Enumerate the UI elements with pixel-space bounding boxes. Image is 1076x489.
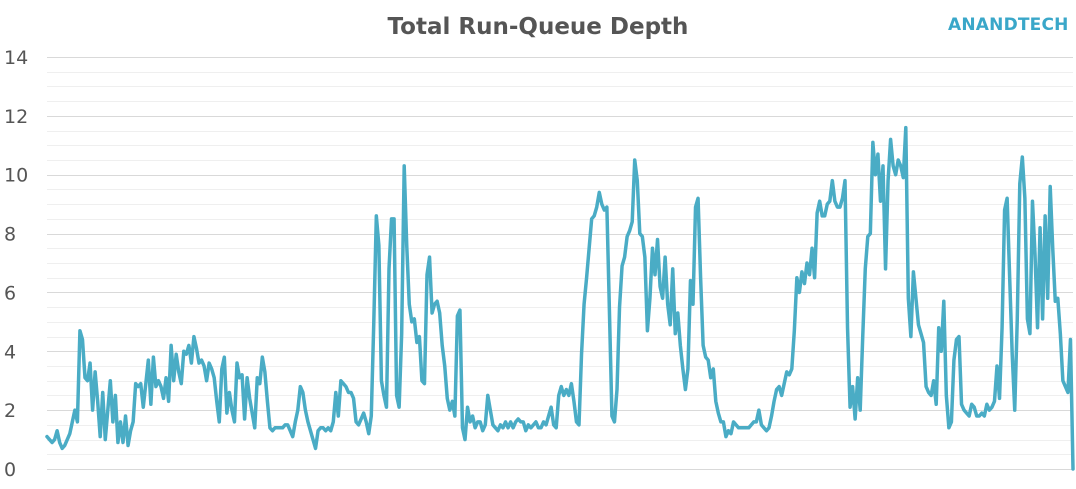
y-axis: 0 2 4 6 8 10 12 14 (4, 47, 28, 481)
series-line (45, 125, 1075, 471)
y-tick-label: 2 (4, 400, 16, 422)
y-tick-label: 8 (4, 224, 16, 246)
y-tick-label: 0 (4, 459, 16, 481)
y-tick-label: 12 (4, 106, 28, 128)
chart-title: Total Run-Queue Depth (388, 14, 689, 40)
y-tick-label: 4 (4, 341, 16, 363)
y-tick-label: 6 (4, 282, 16, 304)
y-tick-label: 10 (4, 165, 28, 187)
logo-text: ANANDTECH (948, 15, 1069, 35)
gridlines (47, 57, 1073, 470)
anandtech-logo: ANANDTECH (948, 15, 1069, 35)
y-tick-label: 14 (4, 47, 28, 69)
